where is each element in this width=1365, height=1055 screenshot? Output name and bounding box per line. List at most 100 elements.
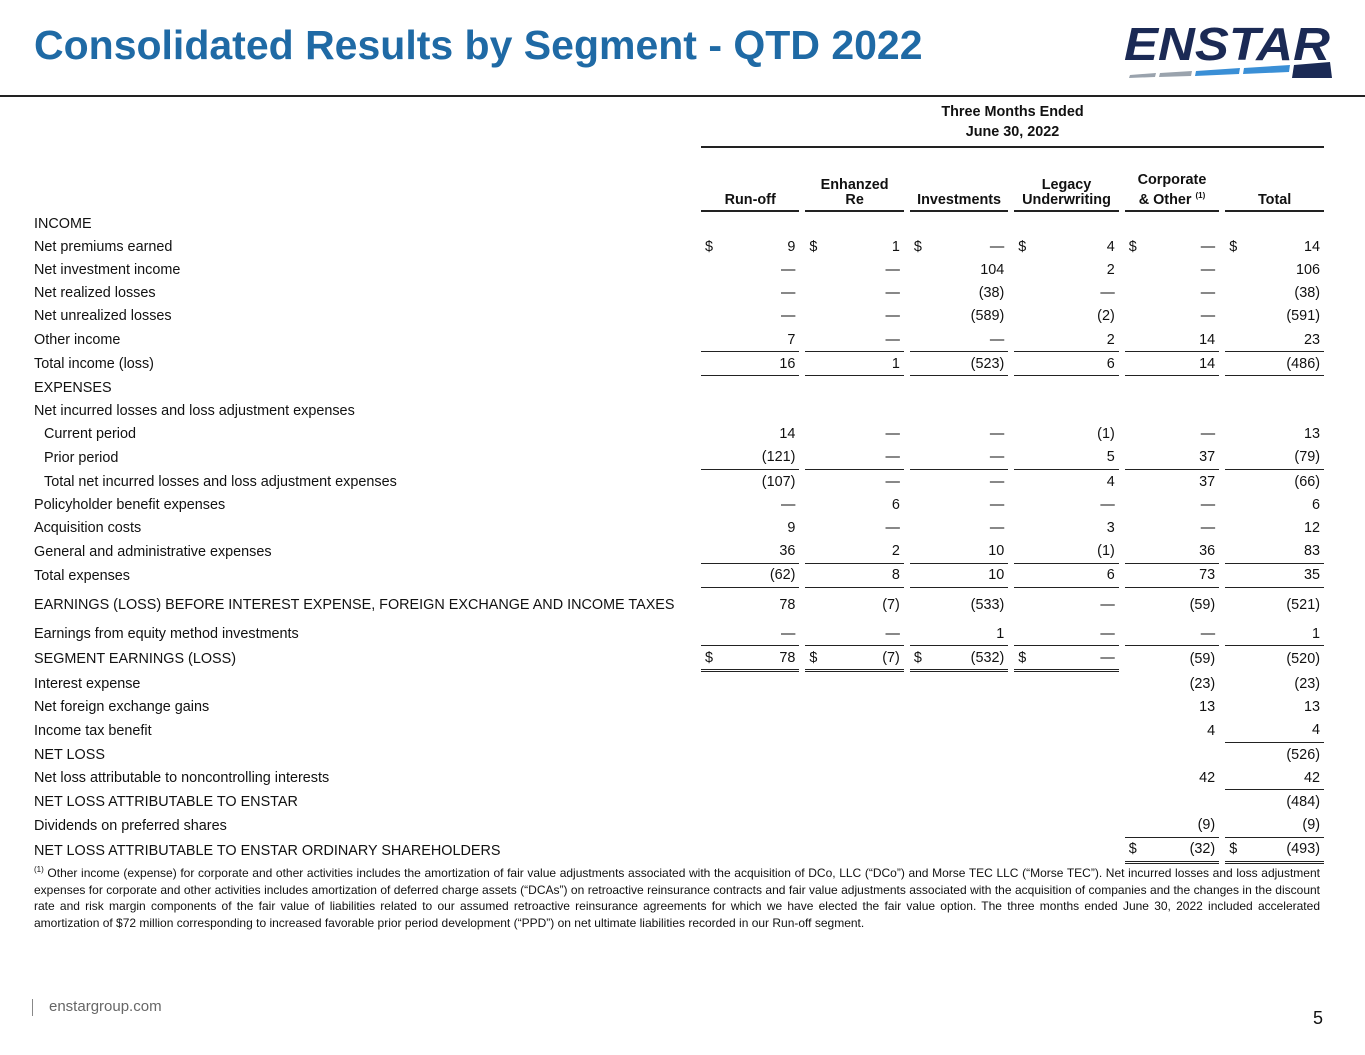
cell-value [926,376,1008,399]
currency-symbol [701,423,717,446]
cell-value [926,838,1008,864]
currency-symbol [700,328,718,353]
currency-symbol [1124,328,1141,353]
cell-value: (526) [1286,746,1320,763]
table-row: Policyholder benefit expenses — 6 — — — 6 [34,493,1324,516]
cell-value: 6 [1311,496,1320,513]
cell-value: 13 [1303,699,1320,716]
row-label: Total expenses [34,567,130,584]
currency-symbol [1014,672,1030,695]
currency-symbol [910,516,926,539]
currency-symbol [1125,646,1141,672]
table-row: Net premiums earned $9 $1 $ — $4 $ — $14 [34,235,1324,258]
currency-symbol [701,696,717,719]
currency-symbol [910,376,926,399]
cell-value [717,212,799,235]
table-row: Net loss attributable to noncontrolling … [34,766,1324,791]
row-label: Net unrealized losses [34,308,172,325]
currency-symbol [1225,540,1242,564]
currency-symbol [1125,305,1141,328]
currency-symbol [1125,423,1141,446]
cell-value: 106 [1295,261,1320,278]
currency-symbol [701,672,717,695]
currency-symbol [910,672,926,695]
currency-symbol [805,540,822,564]
cell-value: (1) [1030,540,1119,564]
table-row: EARNINGS (LOSS) BEFORE INTEREST EXPENSE,… [34,588,1324,622]
cell-value: 37 [1199,473,1216,490]
currency-symbol [1014,696,1030,719]
segment-results-table: Three Months Ended June 30, 2022 Run-off… [34,100,1324,864]
cell-value: 14 [1140,352,1220,377]
cell-value: 7 [717,328,800,353]
cell-value [1030,719,1118,743]
currency-symbol [805,790,821,813]
currency-symbol [805,838,821,864]
cell-value [926,672,1008,695]
cell-value: (521) [1286,596,1320,613]
table-row: Total income (loss) 16 1 (523) 6 14 (486) [34,352,1324,377]
cell-value [717,838,799,864]
currency-symbol [1014,790,1030,813]
currency-symbol [1125,376,1141,399]
cell-value [1030,376,1118,399]
cell-value: — [989,426,1005,443]
currency-symbol: $ [700,646,718,673]
period-heading: Three Months Ended [941,104,1084,120]
table-row: NET LOSS ATTRIBUTABLE TO ENSTAR (484) [34,790,1324,813]
row-label: Net realized losses [34,285,156,302]
cell-value: 8 [821,564,904,588]
cell-value: 104 [980,261,1005,278]
currency-symbol [1225,258,1241,281]
row-label: Income tax benefit [34,722,152,739]
currency-symbol [701,470,717,493]
footnote-marker: (1) [34,865,44,874]
row-label: Net premiums earned [34,238,173,255]
currency-symbol [1014,400,1030,423]
cell-value: (1) [1097,426,1115,443]
cell-value: 73 [1140,564,1220,588]
cell-value: — [1100,496,1115,513]
currency-symbol [910,305,926,328]
currency-symbol [1014,423,1030,446]
currency-symbol [1125,493,1141,516]
cell-value: 78 [717,646,800,673]
currency-symbol [1014,258,1030,281]
cell-value: — [925,446,1009,471]
table-row: Net realized losses — — (38) — — (38) [34,282,1324,305]
cell-value: — [781,285,796,302]
cell-value [1030,696,1118,719]
cell-value: 4 [1106,473,1115,490]
table-row: Net investment income — — 104 2 — 106 [34,258,1324,281]
table-row: Acquisition costs 9 — — 3 — 12 [34,516,1324,539]
column-header: Total [1225,166,1324,212]
currency-symbol [1225,328,1242,353]
currency-symbol [1225,719,1242,743]
cell-value: 37 [1140,446,1220,471]
cell-value [821,790,903,813]
currency-symbol: $ [1018,238,1027,255]
cell-value [1030,400,1118,423]
row-label: SEGMENT EARNINGS (LOSS) [34,651,237,668]
currency-symbol: $ [1229,238,1238,255]
currency-symbol [1225,212,1241,235]
currency-symbol [1014,376,1030,399]
currency-symbol [701,376,717,399]
currency-symbol [1125,790,1141,813]
cell-value: 2 [821,540,904,564]
cell-value: 36 [1140,540,1220,564]
currency-symbol [805,588,821,622]
cell-value: (9) [1241,814,1324,838]
column-header-line2: Total [1257,192,1292,208]
row-label: Total income (loss) [34,356,154,373]
cell-value: (32) [1140,838,1220,864]
cell-value [926,400,1008,423]
currency-symbol [1014,564,1031,588]
cell-value: 13 [1303,426,1320,443]
cell-value: — [1200,308,1216,325]
currency-symbol [909,564,926,588]
period-rule [700,146,1324,166]
currency-symbol [909,540,926,564]
currency-symbol [1125,470,1141,493]
currency-symbol [700,622,718,647]
